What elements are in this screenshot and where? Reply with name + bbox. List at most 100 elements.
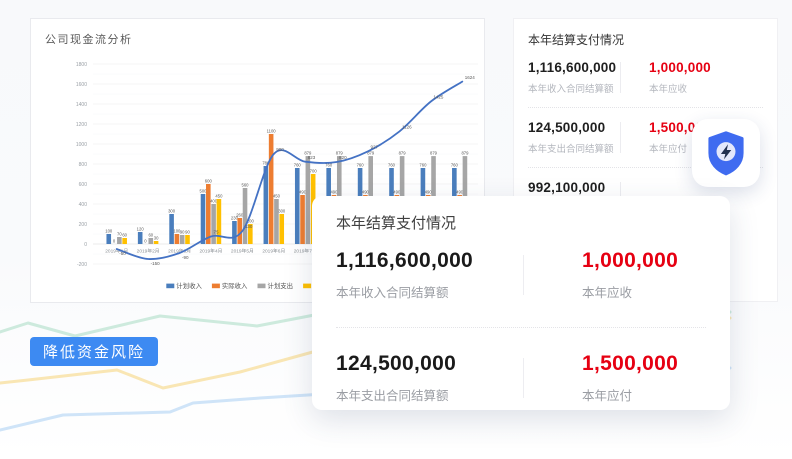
receivable-label: 本年应收 — [649, 84, 688, 95]
svg-text:820: 820 — [339, 155, 347, 160]
svg-text:130: 130 — [245, 224, 253, 229]
svg-text:0: 0 — [113, 239, 116, 244]
svg-text:200: 200 — [79, 222, 88, 228]
svg-text:计划收入: 计划收入 — [176, 281, 202, 290]
svg-text:1400: 1400 — [76, 102, 87, 108]
income-settlement-value: 1,116,600,000 — [528, 60, 617, 75]
svg-text:70: 70 — [117, 232, 122, 237]
svg-text:400: 400 — [210, 199, 218, 204]
svg-text:1600: 1600 — [76, 82, 87, 88]
risk-reduction-badge[interactable]: 降低资金风险 — [30, 337, 159, 366]
svg-text:760: 760 — [419, 163, 427, 168]
overlay-income-settlement-label: 本年收入合同结算额 — [336, 286, 449, 300]
svg-text:760: 760 — [451, 163, 459, 168]
svg-text:300: 300 — [168, 209, 176, 214]
overlay-card-title: 本年结算支付情况 — [336, 215, 457, 232]
receivable-value: 1,000,000 — [649, 60, 711, 75]
svg-text:823: 823 — [308, 155, 316, 160]
svg-text:2019年3月: 2019年3月 — [168, 248, 191, 255]
svg-text:760: 760 — [357, 163, 365, 168]
svg-text:120: 120 — [137, 227, 145, 232]
balance-value: 992,100,000 — [528, 180, 606, 195]
svg-text:490: 490 — [456, 190, 464, 195]
svg-text:90: 90 — [180, 230, 185, 235]
svg-text:2019年2月: 2019年2月 — [137, 248, 160, 255]
svg-text:490: 490 — [330, 190, 338, 195]
svg-text:计划支出: 计划支出 — [268, 281, 294, 290]
column-divider — [523, 358, 524, 398]
svg-text:2019年7月: 2019年7月 — [294, 248, 317, 255]
cashflow-chart: -200020040060080010001200140016001800100… — [76, 62, 478, 290]
svg-text:600: 600 — [79, 182, 88, 188]
svg-text:1624: 1624 — [465, 75, 476, 80]
chart-title: 公司现金流分析 — [45, 34, 133, 46]
svg-text:1100: 1100 — [267, 129, 277, 134]
svg-text:879: 879 — [399, 151, 407, 156]
expense-settlement-label: 本年支出合同结算额 — [528, 144, 614, 155]
svg-text:100: 100 — [173, 229, 181, 234]
svg-text:2019年6月: 2019年6月 — [262, 248, 285, 255]
svg-text:90: 90 — [185, 230, 190, 235]
dotted-divider — [528, 107, 763, 108]
svg-text:560: 560 — [242, 183, 250, 188]
payable-label: 本年应付 — [649, 144, 688, 155]
settlement-overlay-card: 本年结算支付情况 1,116,600,000 本年收入合同结算额 1,000,0… — [312, 196, 730, 410]
overlay-payable-value: 1,500,000 — [582, 352, 679, 375]
svg-text:780: 780 — [262, 161, 270, 166]
overlay-income-settlement-value: 1,116,600,000 — [336, 249, 474, 272]
svg-text:490: 490 — [362, 190, 370, 195]
svg-text:300: 300 — [278, 209, 286, 214]
svg-text:1800: 1800 — [76, 62, 87, 68]
svg-text:-50: -50 — [119, 251, 126, 256]
svg-text:0: 0 — [144, 239, 147, 244]
dotted-divider — [336, 327, 706, 328]
overlay-expense-settlement-value: 124,500,000 — [336, 352, 457, 375]
column-divider — [523, 255, 524, 295]
svg-text:927: 927 — [371, 145, 379, 150]
svg-text:490: 490 — [425, 190, 433, 195]
svg-text:2019年4月: 2019年4月 — [199, 248, 222, 255]
overlay-row-income: 1,116,600,000 本年收入合同结算额 1,000,000 本年应收 — [336, 249, 706, 301]
svg-text:230: 230 — [231, 216, 239, 221]
svg-text:-150: -150 — [151, 261, 161, 266]
svg-text:-200: -200 — [77, 262, 87, 268]
svg-text:879: 879 — [336, 151, 344, 156]
dotted-divider — [528, 167, 763, 168]
svg-text:1425: 1425 — [433, 95, 444, 100]
svg-text:100: 100 — [105, 229, 113, 234]
settlement-panel-title: 本年结算支付情况 — [528, 33, 625, 47]
svg-text:760: 760 — [325, 163, 333, 168]
svg-text:450: 450 — [273, 194, 281, 199]
svg-text:60: 60 — [122, 233, 127, 238]
svg-text:200: 200 — [247, 219, 255, 224]
svg-text:900: 900 — [276, 147, 284, 152]
svg-text:75: 75 — [213, 230, 219, 235]
svg-text:2019年1月: 2019年1月 — [105, 248, 128, 255]
svg-text:260: 260 — [236, 213, 244, 218]
svg-text:1126: 1126 — [402, 125, 412, 130]
column-divider — [620, 62, 621, 93]
svg-text:879: 879 — [304, 151, 312, 156]
overlay-receivable-label: 本年应收 — [582, 286, 633, 300]
overlay-payable-label: 本年应付 — [582, 389, 633, 403]
overlay-receivable-value: 1,000,000 — [582, 249, 679, 272]
svg-text:700: 700 — [310, 169, 318, 174]
svg-text:0: 0 — [84, 242, 87, 248]
svg-text:490: 490 — [299, 190, 307, 195]
svg-text:60: 60 — [148, 233, 153, 238]
svg-text:500: 500 — [200, 189, 208, 194]
svg-text:760: 760 — [294, 163, 302, 168]
svg-text:-90: -90 — [182, 255, 189, 260]
settlement-row-income: 1,116,600,000 本年收入合同结算额 1,000,000 本年应收 — [528, 60, 763, 95]
expense-settlement-value: 124,500,000 — [528, 120, 606, 135]
column-divider — [620, 122, 621, 153]
shield-bolt-icon — [708, 131, 744, 176]
svg-text:450: 450 — [215, 194, 223, 199]
svg-text:879: 879 — [430, 151, 438, 156]
overlay-row-expense: 124,500,000 本年支出合同结算额 1,500,000 本年应付 — [336, 352, 706, 404]
security-shield-card[interactable] — [692, 119, 760, 187]
cashflow-chart-card: 公司现金流分析 -200 0 200 400 600 800 1000 1200 1400 160… — [30, 18, 485, 303]
risk-reduction-badge-label: 降低资金风险 — [43, 344, 146, 361]
svg-text:600: 600 — [205, 179, 213, 184]
